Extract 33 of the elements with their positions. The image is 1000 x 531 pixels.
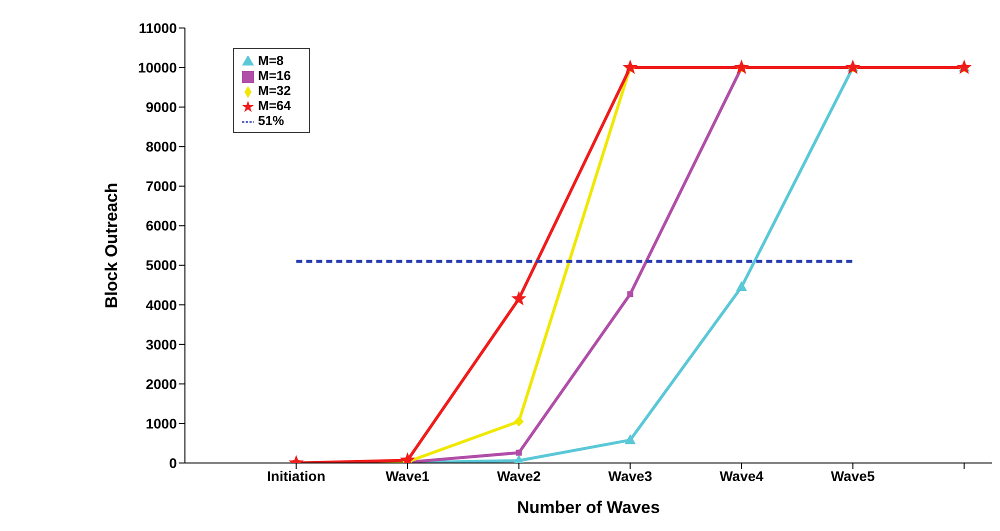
point (514, 416, 524, 426)
y-tick-label: 6000 (146, 218, 178, 234)
y-tick-label: 9000 (146, 99, 178, 116)
legend-label: 51% (258, 113, 284, 128)
point (516, 450, 522, 456)
y-tick-label: 8000 (146, 138, 178, 155)
y-tick-label: 2000 (146, 376, 178, 392)
legend-label: M=16 (258, 68, 291, 83)
legend-label: M=64 (258, 98, 291, 113)
y-tick-label: 3000 (146, 336, 178, 352)
x-axis-title: Number of Waves (516, 498, 660, 518)
legend-label: M=8 (258, 53, 284, 68)
x-tick-label: Wave1 (386, 468, 430, 484)
y-tick-label: 7000 (146, 178, 178, 194)
point (511, 290, 526, 306)
point (627, 291, 634, 298)
x-tick-label: Wave2 (496, 468, 541, 484)
point (736, 281, 748, 292)
x-tick-label: Wave3 (608, 468, 652, 484)
y-axis-title: Block Outreach (102, 182, 121, 308)
x-tick-label: Wave4 (720, 468, 764, 484)
y-tick-label: 4000 (146, 296, 178, 313)
y-tick-label: 10000 (138, 60, 178, 76)
legend-label: M=32 (258, 83, 291, 98)
y-tick-label: 5000 (146, 257, 178, 274)
y-tick-label: 0 (169, 454, 178, 471)
x-tick-label: Wave5 (830, 468, 875, 484)
point (622, 60, 638, 74)
y-tick-label: 1000 (146, 415, 178, 432)
y-tick-label: 11000 (138, 20, 178, 36)
point (734, 60, 750, 74)
x-tick-label: Initiation (267, 468, 326, 484)
point (624, 434, 636, 444)
